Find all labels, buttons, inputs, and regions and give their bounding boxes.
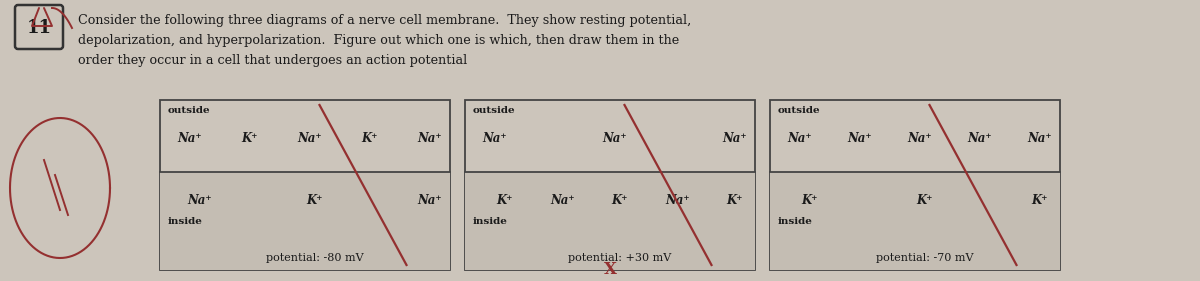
Text: Na⁺: Na⁺ — [847, 132, 872, 144]
Text: K⁺: K⁺ — [612, 194, 629, 207]
Text: potential: +30 mV: potential: +30 mV — [569, 253, 672, 263]
Text: Na⁺: Na⁺ — [967, 132, 992, 144]
Text: order they occur in a cell that undergoes an action potential: order they occur in a cell that undergoe… — [78, 54, 467, 67]
Bar — [770, 172, 1060, 270]
Text: Na⁺: Na⁺ — [418, 194, 443, 207]
Bar — [160, 172, 450, 270]
Text: Na⁺: Na⁺ — [298, 132, 323, 144]
Text: Na⁺: Na⁺ — [907, 132, 932, 144]
Text: K⁺: K⁺ — [307, 194, 323, 207]
Text: Na⁺: Na⁺ — [787, 132, 812, 144]
Text: K⁺: K⁺ — [727, 194, 743, 207]
Text: Na⁺: Na⁺ — [482, 132, 508, 144]
Text: depolarization, and hyperpolarization.  Figure out which one is which, then draw: depolarization, and hyperpolarization. F… — [78, 34, 679, 47]
Text: outside: outside — [168, 106, 211, 115]
FancyBboxPatch shape — [14, 5, 64, 49]
Bar — [770, 100, 1060, 270]
Text: Na⁺: Na⁺ — [665, 194, 690, 207]
Text: K⁺: K⁺ — [802, 194, 818, 207]
Text: Na⁺: Na⁺ — [178, 132, 203, 144]
Bar — [466, 100, 755, 270]
Text: Na⁺: Na⁺ — [722, 132, 748, 144]
Text: K⁺: K⁺ — [241, 132, 258, 144]
Text: K⁺: K⁺ — [917, 194, 934, 207]
Text: inside: inside — [168, 217, 203, 226]
Text: potential: -80 mV: potential: -80 mV — [266, 253, 364, 263]
Text: K⁺: K⁺ — [497, 194, 514, 207]
Text: outside: outside — [778, 106, 821, 115]
Bar — [466, 172, 755, 270]
Text: Na⁺: Na⁺ — [550, 194, 575, 207]
Text: X: X — [604, 261, 617, 278]
Text: K⁺: K⁺ — [361, 132, 378, 144]
Text: 11: 11 — [26, 19, 52, 37]
Text: Na⁺: Na⁺ — [602, 132, 628, 144]
Text: inside: inside — [778, 217, 812, 226]
Text: Na⁺: Na⁺ — [187, 194, 212, 207]
Text: K⁺: K⁺ — [1032, 194, 1049, 207]
Text: Na⁺: Na⁺ — [1027, 132, 1052, 144]
Text: inside: inside — [473, 217, 508, 226]
Text: outside: outside — [473, 106, 516, 115]
Text: potential: -70 mV: potential: -70 mV — [876, 253, 973, 263]
Text: Na⁺: Na⁺ — [418, 132, 443, 144]
Text: Consider the following three diagrams of a nerve cell membrane.  They show resti: Consider the following three diagrams of… — [78, 14, 691, 27]
Bar — [160, 100, 450, 270]
